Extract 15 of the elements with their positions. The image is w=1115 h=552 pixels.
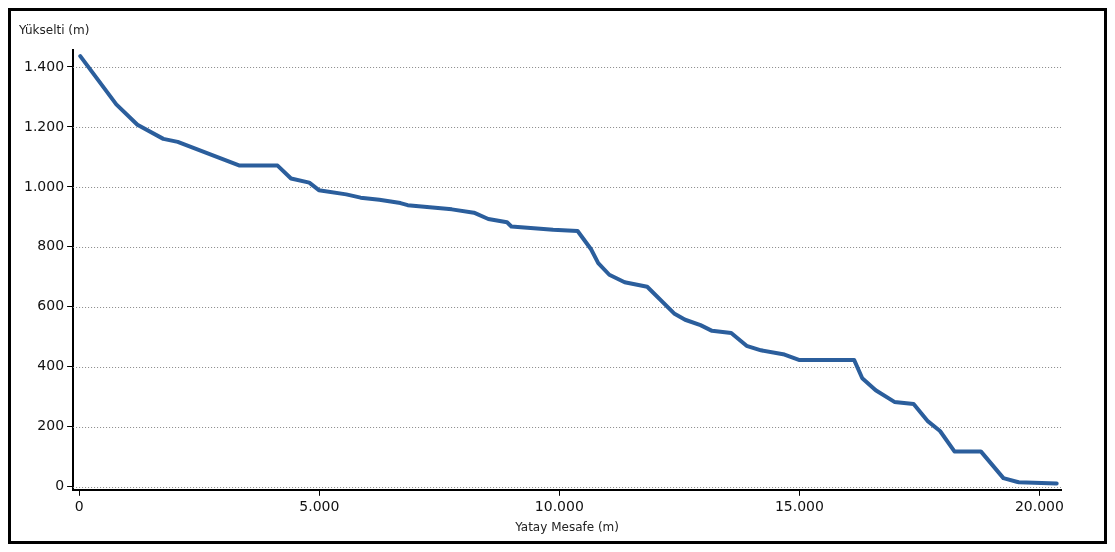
- y-tick-label: 400: [37, 357, 65, 374]
- x-tick-label: 20.000: [1014, 497, 1064, 514]
- x-tick-label: 5.000: [299, 497, 340, 514]
- x-axis-title: Yatay Mesafe (m): [514, 519, 619, 534]
- y-tick-label: 200: [37, 417, 65, 434]
- x-tick-label: 15.000: [774, 497, 824, 514]
- x-tick-label: 10.000: [534, 497, 584, 514]
- x-tick-label: 0: [74, 497, 84, 514]
- y-tick-label: 0: [55, 477, 65, 494]
- y-tick-label: 1.000: [23, 177, 65, 194]
- y-tick-label: 1.200: [23, 117, 65, 134]
- y-tick-label: 600: [37, 297, 65, 314]
- y-tick-label: 1.400: [23, 57, 65, 74]
- y-tick-label: 800: [37, 237, 65, 254]
- y-axis-title: Yükselti (m): [19, 23, 90, 37]
